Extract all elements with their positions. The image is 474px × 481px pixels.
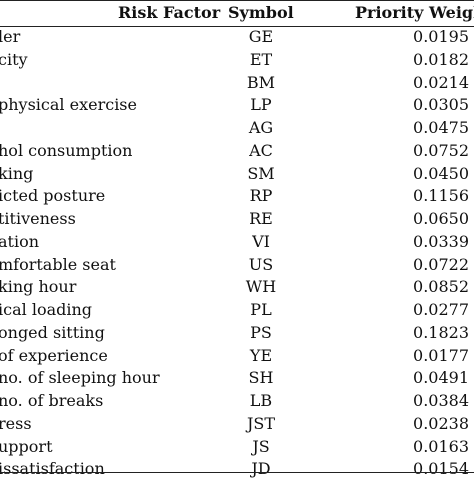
symbol-cell: WH [245, 277, 277, 297]
priority-weight-cell: 0.0214 [413, 72, 469, 92]
table-row: no. of breaks LB 0.0384 [0, 390, 474, 413]
risk-factor-cell: city [0, 49, 28, 69]
priority-weight-cell: 0.0154 [413, 459, 469, 479]
table-row: no. of sleeping hour SH 0.0491 [0, 367, 474, 390]
risk-factor-cell: no. of breaks [0, 391, 104, 410]
table-row: physical exercise LP 0.0305 [0, 94, 474, 117]
risk-factor-cell: titiveness [0, 209, 76, 228]
header-risk-factor: Risk Factor [118, 3, 221, 22]
table-row: issatisfaction JD 0.0154 [0, 458, 474, 481]
symbol-cell: GE [248, 27, 274, 46]
risk-factor-cell: ation [0, 231, 40, 251]
priority-weight-cell: 0.0277 [413, 300, 469, 319]
symbol-cell: RP [249, 186, 273, 206]
priority-weight-cell: 0.0650 [413, 209, 469, 228]
top-rule [0, 0, 474, 1]
table-row: ical loading PL 0.0277 [0, 299, 474, 322]
table-row: mfortable seat US 0.0722 [0, 254, 474, 277]
priority-weight-cell: 0.0339 [413, 231, 469, 251]
table-row: BM 0.0214 [0, 72, 474, 95]
priority-weight-cell: 0.0163 [413, 436, 469, 456]
priority-weight-cell: 0.0852 [413, 277, 469, 297]
risk-factor-cell: mfortable seat [0, 254, 116, 274]
risk-factor-cell [0, 72, 223, 95]
symbol-cell: PS [250, 322, 272, 342]
risk-factor-cell: hol consumption [0, 140, 133, 160]
priority-weight-cell: 0.0384 [413, 391, 469, 410]
priority-weight-cell: 0.0450 [413, 163, 469, 183]
symbol-cell: YE [249, 345, 273, 365]
risk-factor-cell: icted posture [0, 186, 106, 206]
symbol-cell: JST [246, 413, 276, 433]
risk-factor-cell: issatisfaction [0, 459, 105, 479]
risk-factor-cell: king [0, 163, 34, 183]
risk-factor-cell: of experience [0, 345, 108, 365]
symbol-cell: PL [250, 300, 272, 319]
priority-weight-cell: 0.0722 [413, 254, 469, 274]
priority-weight-cell: 0.1156 [413, 186, 469, 206]
table-row: onged sitting PS 0.1823 [0, 322, 474, 345]
header-priority-weight: Priority Weigh [355, 3, 474, 22]
header-rule [0, 26, 474, 27]
risk-factor-cell: physical exercise [0, 95, 137, 115]
symbol-cell: BM [246, 72, 276, 92]
table-row: upport JS 0.0163 [0, 436, 474, 459]
header-symbol: Symbol [228, 3, 294, 22]
symbol-cell: SH [248, 368, 274, 388]
table-row: city ET 0.0182 [0, 49, 474, 72]
table-row: icted posture RP 0.1156 [0, 185, 474, 208]
symbol-cell: VI [252, 231, 270, 251]
symbol-cell: JS [252, 436, 270, 456]
symbol-cell: ET [249, 49, 273, 69]
table-row: titiveness RE 0.0650 [0, 208, 474, 231]
priority-weight-cell: 0.0475 [413, 118, 469, 137]
priority-weight-cell: 0.0491 [413, 368, 469, 388]
symbol-cell: US [248, 254, 274, 274]
risk-factor-cell: king hour [0, 277, 77, 297]
symbol-cell: SM [247, 163, 275, 183]
priority-weight-cell: 0.0752 [413, 140, 469, 160]
symbol-cell: JD [251, 459, 271, 479]
table-row: hol consumption AC 0.0752 [0, 140, 474, 163]
priority-weight-cell: 0.0177 [413, 345, 469, 365]
priority-weight-cell: 0.0238 [413, 413, 469, 433]
table-row: of experience YE 0.0177 [0, 345, 474, 368]
priority-weight-cell: 0.0182 [413, 49, 469, 69]
symbol-cell: LB [249, 391, 273, 410]
table-row: king SM 0.0450 [0, 163, 474, 186]
priority-weight-cell: 0.1823 [413, 322, 469, 342]
risk-factor-cell: upport [0, 436, 53, 456]
symbol-cell: LP [250, 95, 272, 115]
priority-weight-cell: 0.0195 [413, 27, 469, 46]
risk-factor-cell: ical loading [0, 300, 93, 319]
risk-factor-cell: onged sitting [0, 322, 105, 342]
priority-weight-cell: 0.0305 [413, 95, 469, 115]
table-row: AG 0.0475 [0, 117, 474, 140]
table-body: ler GE 0.0195 city ET 0.0182 BM 0.0214 physical … [0, 26, 474, 481]
table-row: ler GE 0.0195 [0, 26, 474, 49]
risk-factor-cell: ress [0, 413, 32, 433]
risk-factor-cell: no. of sleeping hour [0, 368, 160, 388]
symbol-cell: AC [249, 140, 273, 160]
symbol-cell: RE [249, 209, 273, 228]
table-row: ation VI 0.0339 [0, 231, 474, 254]
table-row: king hour WH 0.0852 [0, 276, 474, 299]
bottom-rule [0, 472, 474, 473]
table-row: ress JST 0.0238 [0, 413, 474, 436]
risk-factor-cell [0, 117, 223, 140]
symbol-cell: AG [248, 118, 274, 137]
risk-factor-cell: ler [0, 27, 21, 46]
